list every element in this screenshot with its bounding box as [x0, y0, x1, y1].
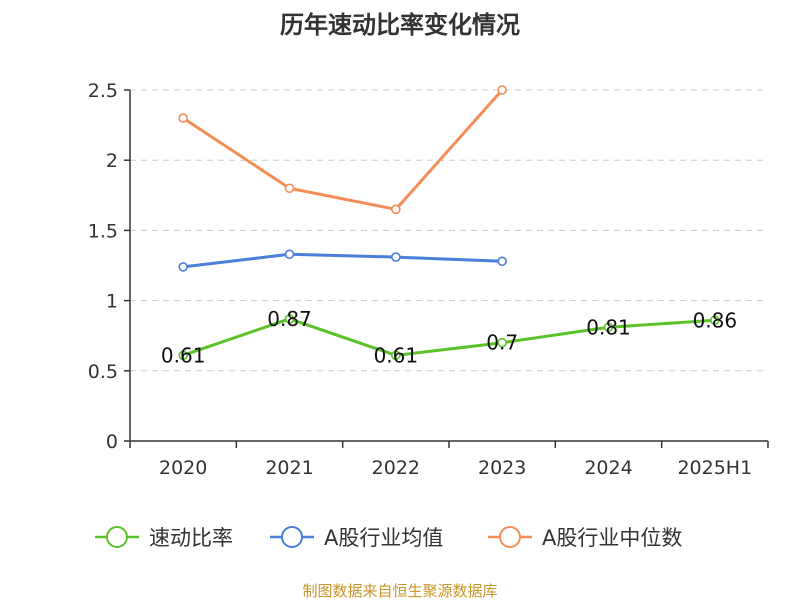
- x-tick-label: 2025H1: [677, 457, 752, 479]
- legend-label: A股行业中位数: [542, 526, 682, 550]
- data-label-layer: 0.61 0.87 0.61 0.7 0.81 0.86: [161, 307, 737, 368]
- series-point-1: [497, 256, 507, 267]
- legend-swatch-marker: [499, 526, 521, 548]
- series-point-1: [178, 262, 188, 272]
- series-point-0: [178, 350, 188, 361]
- y-tick-label: 2: [106, 150, 118, 172]
- y-tick-label: 1: [106, 291, 118, 313]
- data-label: 0.86: [693, 308, 738, 332]
- legend-label: A股行业均值: [324, 526, 443, 550]
- legend: 速动比率 A股行业均值 A股行业中位数: [95, 526, 682, 550]
- x-tick-label: 2022: [372, 457, 420, 479]
- data-label: 0.81: [586, 315, 631, 339]
- axis-layer: 0 0.5 1 1.5 2 2.5 2020 2021 2022 2023 2024 2025H1: [88, 80, 769, 479]
- x-tick-label: 2021: [265, 457, 313, 479]
- series-point-0: [603, 322, 614, 333]
- y-tick-label: 0: [106, 431, 118, 453]
- legend-swatch-marker: [106, 526, 128, 548]
- series-point-0: [497, 337, 507, 348]
- series-point-2: [284, 183, 295, 194]
- y-tick-label: 1.5: [88, 220, 118, 242]
- series-line-2: [182, 89, 504, 211]
- x-tick-label: 2024: [584, 457, 632, 479]
- series-point-0: [284, 314, 295, 324]
- series-point-2: [391, 204, 401, 215]
- data-label: 0.7: [486, 331, 518, 355]
- x-tick-label: 2023: [478, 457, 526, 479]
- y-tick-label: 2.5: [88, 80, 118, 102]
- series-line-1: [182, 252, 503, 269]
- chart-title: 历年速动比率变化情况: [280, 11, 520, 39]
- series-point-0: [710, 315, 720, 326]
- series-point-1: [391, 252, 401, 262]
- source-note: 制图数据来自恒生聚源数据库: [302, 582, 497, 600]
- data-label: 0.61: [161, 343, 206, 367]
- series-point-1: [284, 249, 295, 260]
- x-tick-label: 2020: [159, 457, 207, 479]
- series-point-0: [391, 350, 401, 361]
- data-label: 0.61: [374, 343, 419, 367]
- series-point-2: [497, 85, 507, 95]
- data-label: 0.87: [267, 307, 312, 331]
- grid-layer: [130, 89, 768, 372]
- series-point-2: [178, 113, 188, 123]
- series-layer: [178, 85, 720, 361]
- y-tick-label: 0.5: [88, 361, 118, 383]
- series-line-0: [182, 317, 715, 357]
- legend-label: 速动比率: [149, 526, 233, 550]
- legend-swatch-marker: [281, 526, 303, 548]
